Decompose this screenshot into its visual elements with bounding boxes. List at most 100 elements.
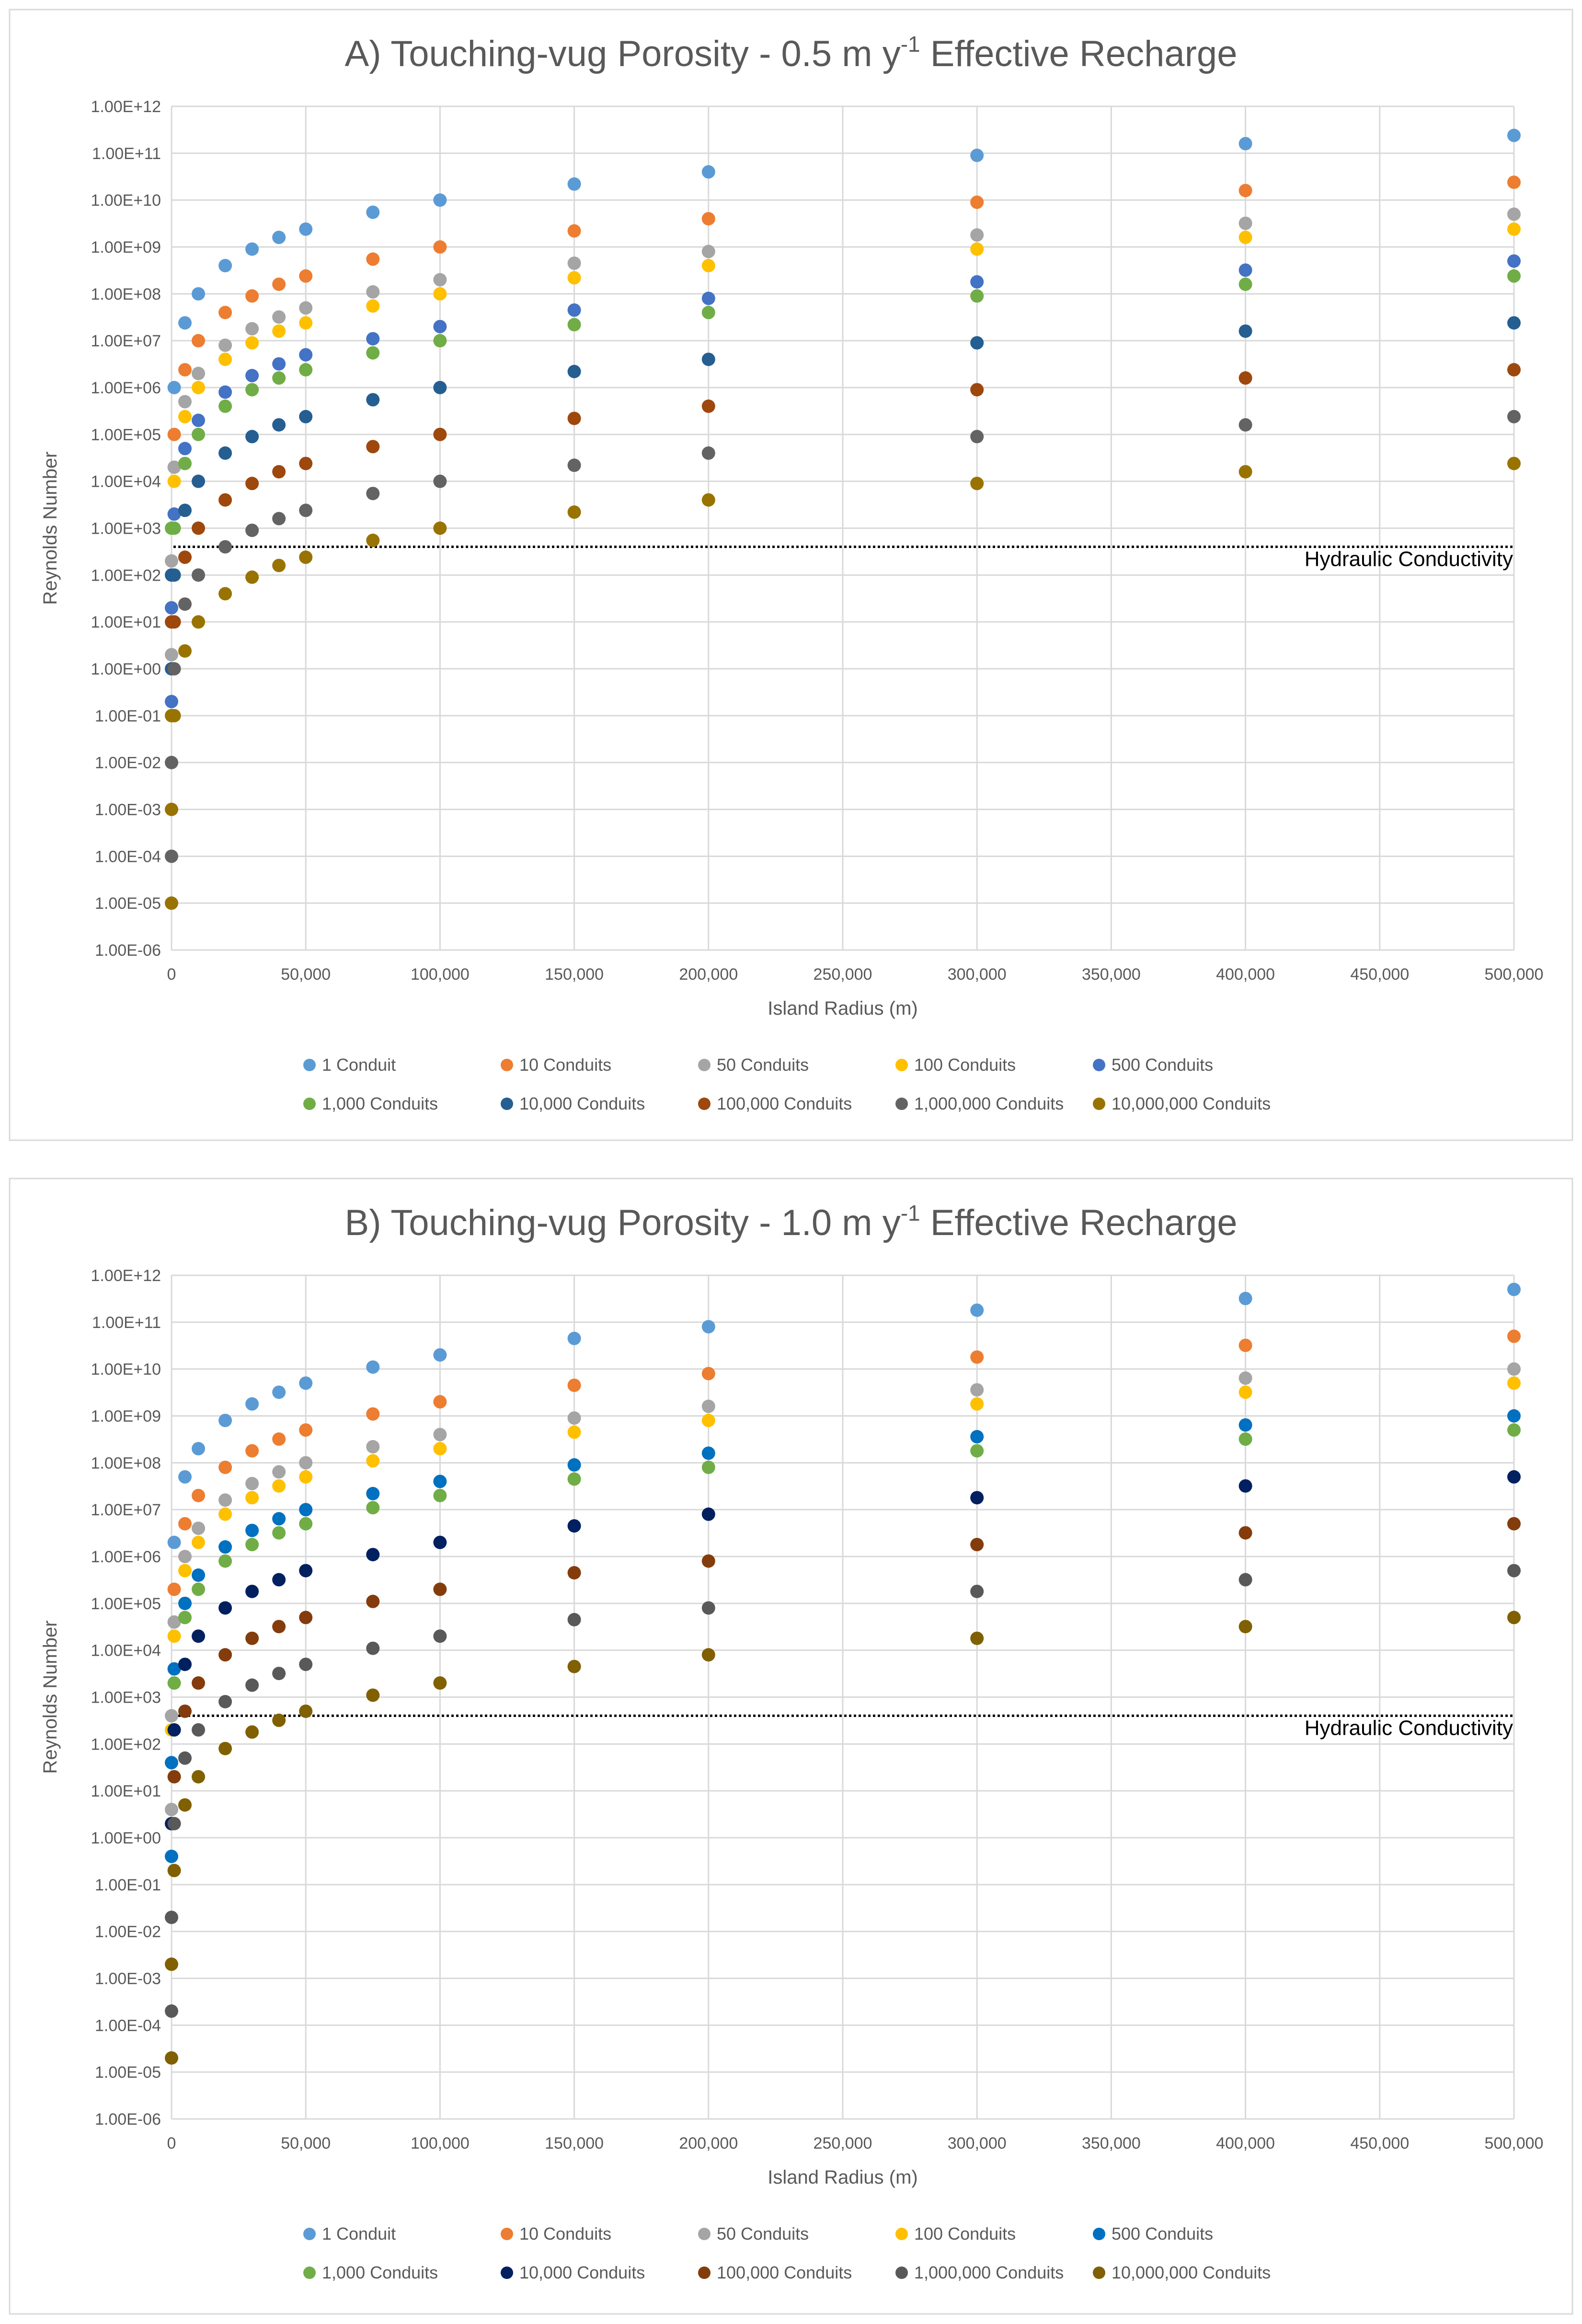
chart-b-point bbox=[178, 1751, 192, 1765]
chart-a-point bbox=[1507, 363, 1521, 377]
chart-b-point bbox=[178, 1611, 192, 1625]
chart-b-point bbox=[567, 1458, 581, 1472]
chart-a-ytick-label: 1.00E-02 bbox=[95, 754, 161, 772]
chart-b-ytick-label: 1.00E+10 bbox=[91, 1361, 161, 1379]
chart-a-point bbox=[1238, 217, 1252, 230]
chart-a-point bbox=[567, 365, 581, 378]
chart-a-point bbox=[701, 446, 715, 460]
chart-b-point bbox=[299, 1658, 313, 1671]
chart-b-point bbox=[165, 1709, 178, 1723]
chart-b-point bbox=[701, 1413, 715, 1427]
chart-a-point bbox=[1507, 207, 1521, 221]
chart-b-point bbox=[366, 1641, 380, 1655]
chart-a-point bbox=[192, 381, 206, 394]
chart-b-point bbox=[433, 1395, 447, 1409]
chart-a-ytick-label: 1.00E+04 bbox=[91, 473, 161, 491]
chart-b-point bbox=[245, 1444, 259, 1458]
chart-b-point bbox=[192, 1582, 206, 1596]
chart-a-point bbox=[165, 896, 178, 910]
chart-a-point bbox=[178, 550, 192, 564]
chart-b-title-suffix: Effective Recharge bbox=[920, 1202, 1238, 1243]
chart-a-point bbox=[366, 440, 380, 454]
chart-b-point bbox=[165, 1849, 178, 1863]
chart-b-point bbox=[366, 1487, 380, 1500]
chart-b-point bbox=[1507, 1329, 1521, 1343]
chart-b-xtick-label: 500,000 bbox=[1485, 2134, 1544, 2152]
chart-b-point bbox=[165, 2004, 178, 2018]
chart-a-point bbox=[192, 568, 206, 582]
chart-a-point bbox=[970, 149, 984, 162]
chart-a-point bbox=[1507, 457, 1521, 470]
chart-b-point bbox=[167, 1723, 181, 1737]
chart-a-point bbox=[165, 756, 178, 769]
chart-b-title-main: B) Touching-vug Porosity - 1.0 m y bbox=[345, 1202, 901, 1243]
chart-b-point bbox=[167, 1615, 181, 1629]
chart-b-point bbox=[433, 1475, 447, 1488]
chart-a-point bbox=[192, 615, 206, 629]
chart-a-point bbox=[167, 568, 181, 582]
chart-b-legend-label: 100 Conduits bbox=[914, 2224, 1016, 2244]
chart-a-ytick-label: 1.00E+12 bbox=[91, 98, 161, 116]
chart-a-point bbox=[272, 512, 286, 526]
chart-b-frame bbox=[9, 1178, 1573, 2315]
chart-a-title-superscript: -1 bbox=[901, 32, 920, 57]
chart-b-ytick-label: 1.00E+11 bbox=[92, 1314, 161, 1332]
chart-b-point bbox=[433, 1488, 447, 1502]
chart-b-point bbox=[567, 1378, 581, 1392]
chart-a-point bbox=[272, 357, 286, 371]
chart-b-title-superscript: -1 bbox=[901, 1201, 920, 1225]
chart-a-point bbox=[272, 559, 286, 572]
chart-a-point bbox=[567, 303, 581, 317]
chart-a-point bbox=[167, 381, 181, 394]
chart-b-point bbox=[433, 1442, 447, 1455]
chart-b-point bbox=[1238, 1385, 1252, 1399]
chart-a-point bbox=[178, 644, 192, 658]
chart-a-point bbox=[167, 460, 181, 474]
chart-b-point bbox=[1507, 1282, 1521, 1296]
chart-b-point bbox=[218, 1460, 232, 1474]
chart-b-point bbox=[567, 1660, 581, 1673]
chart-a-point bbox=[245, 477, 259, 491]
chart-b-point bbox=[218, 1601, 232, 1615]
chart-b-point bbox=[1238, 1418, 1252, 1432]
chart-a-point bbox=[192, 474, 206, 488]
chart-a-point bbox=[178, 316, 192, 330]
chart-a-point bbox=[272, 277, 286, 291]
chart-b-ytick-label: 1.00E-05 bbox=[95, 2063, 161, 2082]
chart-b-ytick-label: 1.00E+12 bbox=[91, 1267, 161, 1285]
chart-a-ytick-label: 1.00E+10 bbox=[91, 192, 161, 210]
chart-a-legend-label: 10 Conduits bbox=[519, 1055, 611, 1075]
chart-b-legend-marker bbox=[303, 2267, 316, 2279]
chart-b-point bbox=[433, 1676, 447, 1690]
chart-a-ytick-label: 1.00E+05 bbox=[91, 426, 161, 444]
chart-b-point bbox=[192, 1723, 206, 1737]
chart-b-point bbox=[970, 1397, 984, 1411]
chart-b-legend-label: 10 Conduits bbox=[519, 2224, 611, 2244]
chart-b-point bbox=[299, 1517, 313, 1531]
chart-b-point bbox=[178, 1658, 192, 1671]
chart-b-point bbox=[1238, 1573, 1252, 1587]
chart-b-point bbox=[567, 1519, 581, 1533]
chart-a-title: A) Touching-vug Porosity - 0.5 m y-1 Eff… bbox=[345, 32, 1238, 74]
chart-a-legend-marker bbox=[303, 1098, 316, 1110]
chart-a-point bbox=[245, 322, 259, 336]
chart-b-legend-label: 1 Conduit bbox=[322, 2224, 396, 2244]
chart-a-ytick-label: 1.00E+00 bbox=[91, 660, 161, 678]
chart-a-point bbox=[165, 554, 178, 568]
chart-a-point bbox=[167, 507, 181, 521]
chart-b-point bbox=[167, 1770, 181, 1784]
chart-a-point bbox=[567, 256, 581, 270]
chart-b-legend-marker bbox=[895, 2267, 908, 2279]
chart-a-legend-label: 1 Conduit bbox=[322, 1055, 396, 1075]
chart-b-point bbox=[245, 1523, 259, 1537]
chart-b-point bbox=[178, 1550, 192, 1563]
chart-a-point bbox=[167, 615, 181, 629]
chart-a-point bbox=[1507, 254, 1521, 268]
chart-b-point bbox=[245, 1631, 259, 1645]
chart-a-ytick-label: 1.00E+06 bbox=[91, 379, 161, 397]
chart-a-legend-label: 500 Conduits bbox=[1112, 1055, 1213, 1075]
chart-b-y-axis-title: Reynolds Number bbox=[40, 1620, 61, 1774]
chart-b-point bbox=[299, 1704, 313, 1718]
chart-b-ytick-label: 1.00E+05 bbox=[91, 1595, 161, 1613]
chart-b-xtick-label: 0 bbox=[167, 2134, 176, 2152]
